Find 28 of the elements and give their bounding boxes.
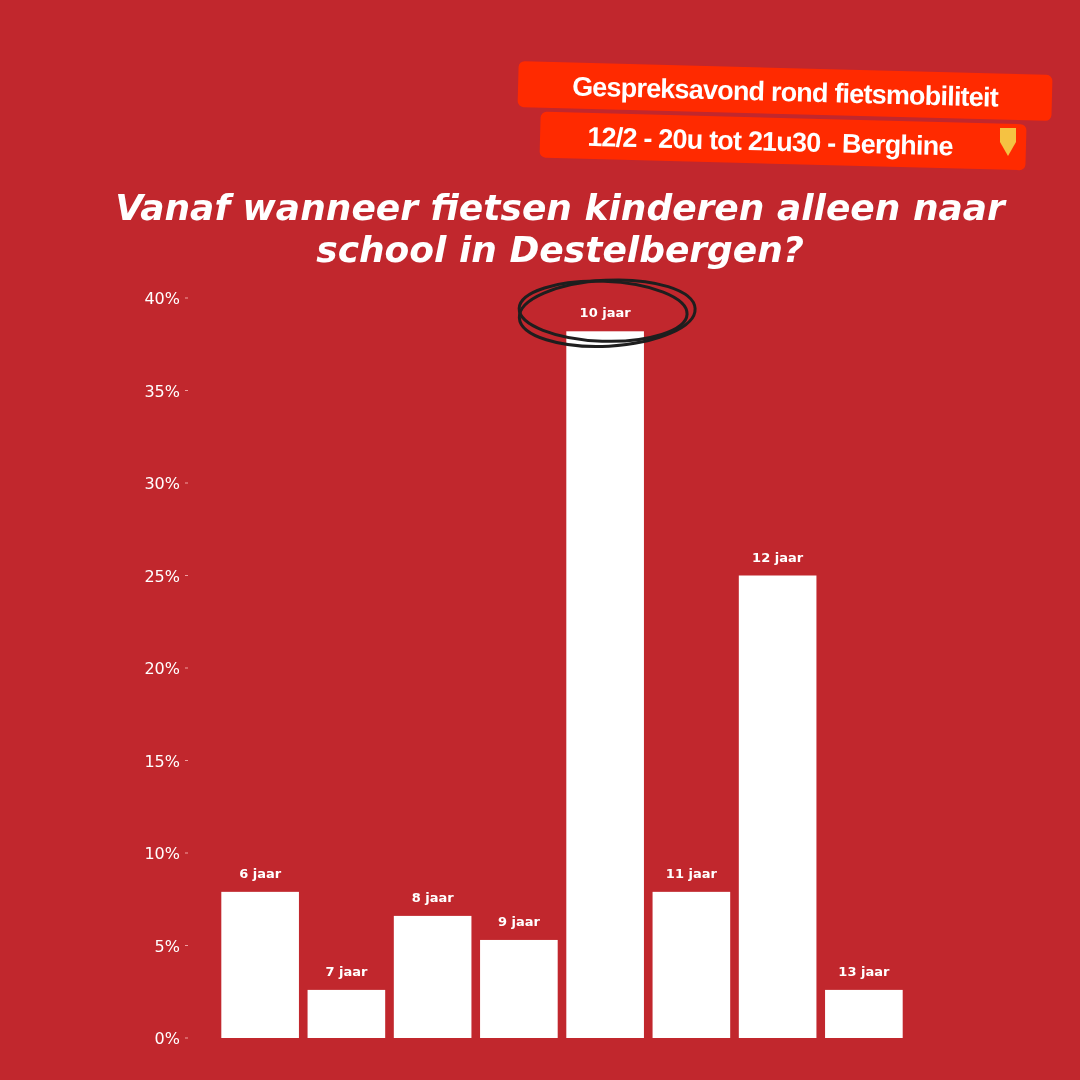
x-tick-label: 7 jaar — [325, 963, 368, 979]
bar — [221, 891, 299, 1038]
bar — [738, 575, 817, 1038]
chart-title: Vanaf wanneer fietsen kinderen alleen naar school in Destelbergen? — [115, 187, 1008, 270]
y-tick-label: 0% — [154, 1029, 180, 1048]
x-tick-label: 11 jaar — [665, 865, 718, 881]
y-tick-label: 40% — [144, 289, 180, 308]
bar — [825, 989, 903, 1038]
text: 12/2 - 20u tot 21u30 - Berghine — [587, 121, 954, 162]
bar — [480, 939, 558, 1038]
y-tick-label: 15% — [144, 751, 180, 771]
bar — [393, 915, 472, 1038]
y-tick-label: 30% — [144, 474, 180, 493]
y-tick-label: 25% — [144, 566, 180, 586]
x-tick-label: 12 jaar — [752, 549, 804, 565]
y-tick-label: 5% — [154, 936, 180, 956]
x-tick-label: 9 jaar — [497, 913, 541, 929]
y-tick-label: 20% — [144, 659, 180, 678]
x-tick-label: 8 jaar — [411, 889, 455, 905]
x-tick-label: 13 jaar — [838, 963, 890, 979]
y-tick-label: 10% — [144, 844, 180, 863]
bar — [652, 891, 731, 1038]
bar — [307, 989, 386, 1038]
text: Gespreksavond rond fietsmobiliteit — [571, 71, 1000, 113]
x-tick-label: 10 jaar — [579, 305, 632, 321]
bar — [566, 331, 644, 1038]
x-tick-label: 6 jaar — [239, 865, 282, 881]
y-tick-label: 35% — [144, 381, 180, 401]
